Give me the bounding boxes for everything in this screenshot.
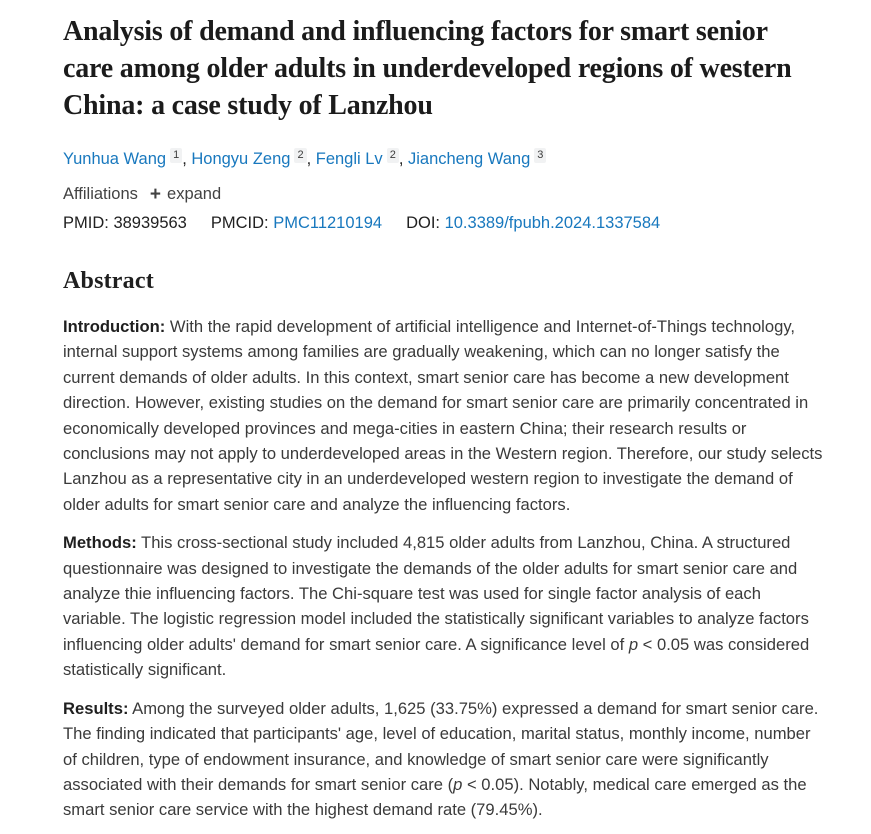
author-item: Fengli Lv 2,	[315, 147, 408, 168]
author-affiliation-sup: 2	[294, 147, 307, 163]
pmid-label: PMID:	[63, 214, 109, 232]
author-item: Jiancheng Wang 3	[407, 147, 547, 168]
results-text-2: < 0.05). Notably, medical care emerged a…	[63, 774, 807, 820]
affiliations-label: Affiliations	[63, 185, 138, 203]
methods-lead: Methods:	[63, 533, 137, 553]
pmcid-link[interactable]: PMC11210194	[273, 214, 383, 232]
abstract-methods-paragraph: Methods: This cross-sectional study incl…	[63, 530, 823, 682]
pmcid-label: PMCID:	[210, 214, 269, 232]
methods-text-2: < 0.05 was considered statistically sign…	[63, 634, 810, 680]
pmid-value: 38939563	[113, 214, 187, 232]
identifiers-row: PMID: 38939563 PMCID: PMC11210194 DOI: 10.…	[63, 214, 821, 233]
abstract-heading: Abstract	[63, 268, 154, 294]
author-affiliation-sup: 3	[534, 147, 547, 163]
author-link[interactable]: Hongyu Zeng	[191, 150, 291, 168]
author-item: Hongyu Zeng 2,	[191, 147, 316, 168]
expand-affiliations-button[interactable]: + expand	[150, 185, 221, 204]
methods-p-symbol: p	[628, 634, 639, 654]
doi-label: DOI:	[406, 214, 440, 232]
introduction-lead: Introduction:	[63, 317, 166, 336]
affiliations-row: Affiliations + expand	[63, 185, 821, 204]
author-affiliation-sup: 2	[386, 147, 399, 163]
author-affiliation-sup: 1	[170, 147, 183, 163]
doi-group: DOI: 10.3389/fpubh.2024.1337584	[406, 214, 660, 232]
abstract-introduction-paragraph: Introduction: With the rapid development…	[63, 314, 823, 517]
author-link[interactable]: Fengli Lv	[315, 150, 383, 168]
doi-link[interactable]: 10.3389/fpubh.2024.1337584	[444, 214, 661, 232]
pmid-group: PMID: 38939563	[63, 214, 187, 232]
author-separator: ,	[306, 150, 316, 168]
author-item: Yunhua Wang 1,	[63, 147, 192, 168]
author-separator: ,	[398, 150, 408, 168]
plus-icon: +	[149, 183, 162, 205]
results-lead: Results:	[63, 698, 129, 718]
author-separator: ,	[182, 150, 192, 168]
author-link[interactable]: Jiancheng Wang	[407, 150, 531, 168]
introduction-text: With the rapid development of artificial…	[63, 317, 823, 514]
authors-list: Yunhua Wang 1, Hongyu Zeng 2, Fengli Lv 2, …	[63, 147, 821, 170]
expand-affiliations-label: expand	[167, 185, 222, 203]
author-link[interactable]: Yunhua Wang	[63, 150, 167, 168]
article-title: Analysis of demand and influencing facto…	[63, 16, 792, 121]
results-p-symbol: p	[453, 774, 463, 794]
results-text-1: Among the surveyed older adults, 1,625 (…	[63, 698, 819, 794]
abstract-body: Introduction: With the rapid development…	[63, 314, 823, 823]
methods-text-1: This cross-sectional study included 4,81…	[63, 533, 809, 654]
abstract-results-paragraph: Results: Among the surveyed older adults…	[63, 696, 823, 823]
pmcid-group: PMCID: PMC11210194	[211, 214, 382, 232]
